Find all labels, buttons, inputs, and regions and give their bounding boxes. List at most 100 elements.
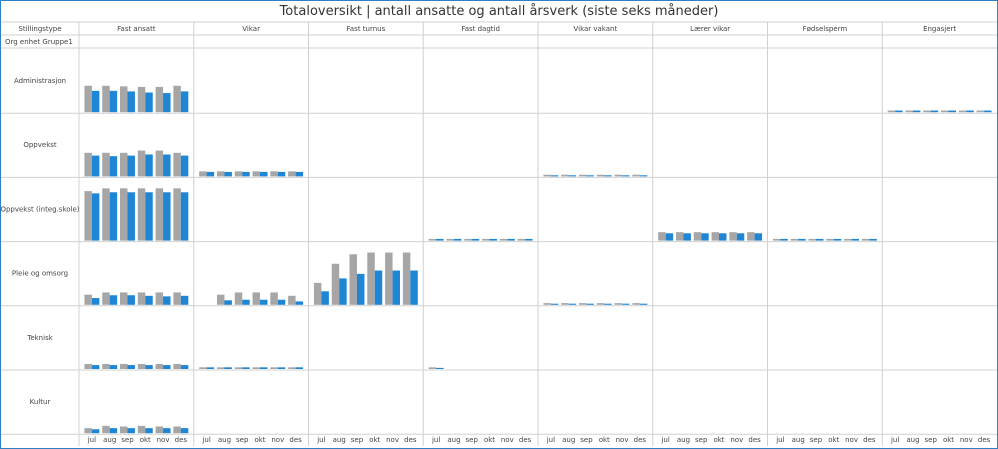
bar-teknisk-fast-dagtid-arsverk-jul: [436, 367, 444, 369]
bar-oppvekst-vikar-vakant-ansatte-nov: [614, 174, 623, 177]
bar-administrasjon-fast-ansatt-arsverk-okt: [145, 92, 153, 113]
bar-kultur-fast-ansatt-ansatte-nov: [155, 426, 164, 434]
bar-oppvekst-vikar-ansatte-nov: [270, 171, 278, 177]
x-tick-label: aug: [562, 436, 575, 444]
x-tick-label: jul: [201, 436, 210, 444]
bar-oppvekst-vikar-vakant-arsverk-okt: [604, 175, 612, 177]
bar-teknisk-vikar-ansatte-jul: [199, 367, 207, 369]
x-tick-label: aug: [218, 436, 231, 444]
x-tick-label: okt: [369, 436, 380, 444]
bar-administrasjon-engasjert-ansatte-aug: [905, 110, 913, 113]
x-tick-label: jul: [546, 436, 555, 444]
bar-oppvekst-fast-ansatt-arsverk-jul: [91, 155, 100, 177]
bar-oppvekst-integ-skole-lærer-vikar-arsverk-des: [754, 233, 763, 241]
bar-administrasjon-fast-ansatt-ansatte-sep: [120, 86, 128, 113]
bar-administrasjon-fast-ansatt-arsverk-nov: [163, 93, 171, 113]
bar-pleie-og-omsorg-fast-ansatt-arsverk-aug: [109, 295, 118, 305]
x-tick-label: aug: [792, 436, 805, 444]
bar-oppvekst-integ-skole-fast-ansatt-ansatte-aug: [102, 188, 110, 241]
bar-pleie-og-omsorg-fast-ansatt-arsverk-jul: [91, 298, 100, 305]
bar-pleie-og-omsorg-fast-ansatt-ansatte-nov: [155, 292, 164, 305]
x-tick-label: aug: [677, 436, 690, 444]
bar-pleie-og-omsorg-vikar-vakant-arsverk-okt: [604, 303, 612, 305]
header-label: Stillingstype: [18, 25, 61, 33]
x-tick-label: sep: [351, 436, 364, 444]
bar-kultur-fast-ansatt-arsverk-okt: [145, 428, 153, 434]
x-tick-label: des: [404, 436, 417, 444]
bar-kultur-fast-ansatt-arsverk-des: [180, 428, 189, 434]
bar-pleie-og-omsorg-vikar-arsverk-okt: [260, 299, 268, 305]
bar-teknisk-vikar-ansatte-des: [288, 367, 296, 369]
subheader-label: Org enhet Gruppe1: [5, 38, 73, 46]
bar-pleie-og-omsorg-fast-ansatt-ansatte-jul: [84, 294, 92, 305]
bar-administrasjon-fast-ansatt-arsverk-des: [180, 91, 189, 113]
bar-kultur-fast-ansatt-arsverk-aug: [109, 428, 118, 434]
column-header-fast-ansatt: Fast ansatt: [117, 25, 156, 33]
bar-pleie-og-omsorg-fast-ansatt-arsverk-nov: [163, 296, 171, 305]
bar-oppvekst-integ-skole-fast-ansatt-arsverk-aug: [109, 192, 118, 241]
x-tick-label: des: [748, 436, 761, 444]
row-label-oppvekst: Oppvekst: [23, 141, 57, 149]
x-tick-label: des: [289, 436, 302, 444]
bar-oppvekst-integ-skole-fast-ansatt-arsverk-des: [180, 192, 189, 241]
column-header-fast-dagtid: Fast dagtid: [461, 25, 500, 33]
bar-oppvekst-integ-skole-fast-dagtid-ansatte-des: [517, 238, 526, 241]
bar-administrasjon-fast-ansatt-arsverk-sep: [127, 91, 135, 113]
bar-administrasjon-fast-ansatt-ansatte-des: [173, 85, 181, 113]
bar-teknisk-fast-ansatt-arsverk-nov: [163, 365, 171, 369]
bar-oppvekst-integ-skole-fødselsperm-ansatte-okt: [826, 238, 834, 241]
bar-teknisk-fast-ansatt-ansatte-aug: [102, 363, 110, 369]
bar-oppvekst-integ-skole-lærer-vikar-ansatte-jul: [658, 232, 666, 241]
x-tick-label: sep: [580, 436, 593, 444]
bar-oppvekst-fast-ansatt-ansatte-aug: [102, 152, 110, 177]
bar-oppvekst-integ-skole-fast-ansatt-arsverk-jul: [91, 193, 100, 241]
bar-teknisk-fast-ansatt-ansatte-okt: [137, 363, 146, 369]
bar-oppvekst-fast-ansatt-ansatte-okt: [137, 150, 146, 177]
bar-oppvekst-integ-skole-lærer-vikar-arsverk-jul: [665, 233, 674, 241]
bar-teknisk-vikar-ansatte-okt: [252, 367, 261, 369]
bar-oppvekst-integ-skole-fast-dagtid-arsverk-nov: [507, 238, 515, 241]
x-tick-label: sep: [236, 436, 249, 444]
bar-oppvekst-vikar-ansatte-okt: [252, 171, 261, 177]
column-header-vikar-vakant: Vikar vakant: [574, 25, 618, 33]
bar-teknisk-vikar-arsverk-jul: [206, 367, 215, 369]
x-tick-label: nov: [845, 436, 858, 444]
x-tick-label: okt: [828, 436, 839, 444]
bar-pleie-og-omsorg-vikar-vakant-ansatte-nov: [614, 303, 623, 305]
bar-oppvekst-integ-skole-fast-ansatt-ansatte-jul: [84, 191, 92, 241]
bar-pleie-og-omsorg-vikar-vakant-ansatte-okt: [596, 303, 605, 305]
bar-oppvekst-integ-skole-fødselsperm-ansatte-aug: [790, 238, 799, 241]
bar-pleie-og-omsorg-fast-turnus-arsverk-sep: [356, 273, 365, 305]
bar-oppvekst-vikar-ansatte-des: [288, 171, 296, 177]
bar-oppvekst-integ-skole-fast-dagtid-ansatte-jul: [428, 238, 437, 241]
x-tick-label: nov: [960, 436, 973, 444]
bar-oppvekst-fast-ansatt-ansatte-sep: [120, 152, 128, 177]
bar-pleie-og-omsorg-fast-turnus-arsverk-okt: [374, 270, 383, 305]
column-header-lærer-vikar: Lærer vikar: [690, 25, 730, 33]
bar-kultur-fast-ansatt-ansatte-aug: [102, 425, 110, 434]
bar-administrasjon-engasjert-arsverk-jul: [895, 110, 903, 113]
x-tick-label: okt: [254, 436, 265, 444]
x-tick-label: jul: [431, 436, 440, 444]
x-tick-label: nov: [157, 436, 170, 444]
bar-teknisk-fast-ansatt-arsverk-des: [180, 365, 189, 369]
row-label-administrasjon: Administrasjon: [14, 77, 66, 85]
x-tick-label: des: [863, 436, 876, 444]
bar-pleie-og-omsorg-fast-ansatt-ansatte-okt: [137, 292, 146, 305]
x-tick-label: aug: [906, 436, 919, 444]
bar-oppvekst-fast-ansatt-arsverk-okt: [145, 154, 153, 177]
bar-oppvekst-integ-skole-lærer-vikar-arsverk-aug: [683, 233, 691, 241]
bar-oppvekst-vikar-vakant-ansatte-jul: [543, 174, 551, 177]
bar-oppvekst-integ-skole-fast-ansatt-arsverk-nov: [163, 192, 171, 241]
x-tick-label: nov: [730, 436, 743, 444]
bar-administrasjon-engasjert-ansatte-okt: [941, 110, 949, 113]
x-tick-label: okt: [713, 436, 724, 444]
bar-pleie-og-omsorg-fast-ansatt-arsverk-sep: [127, 295, 135, 305]
x-tick-label: aug: [103, 436, 116, 444]
bar-oppvekst-integ-skole-fast-ansatt-ansatte-nov: [155, 188, 164, 241]
bar-oppvekst-vikar-arsverk-okt: [260, 171, 268, 177]
row-label-oppvekst-integ-skole: Oppvekst (integ.skole): [0, 205, 79, 213]
x-tick-label: sep: [466, 436, 479, 444]
bar-teknisk-fast-ansatt-ansatte-sep: [120, 363, 128, 369]
row-label-pleie-og-omsorg: Pleie og omsorg: [12, 270, 68, 278]
